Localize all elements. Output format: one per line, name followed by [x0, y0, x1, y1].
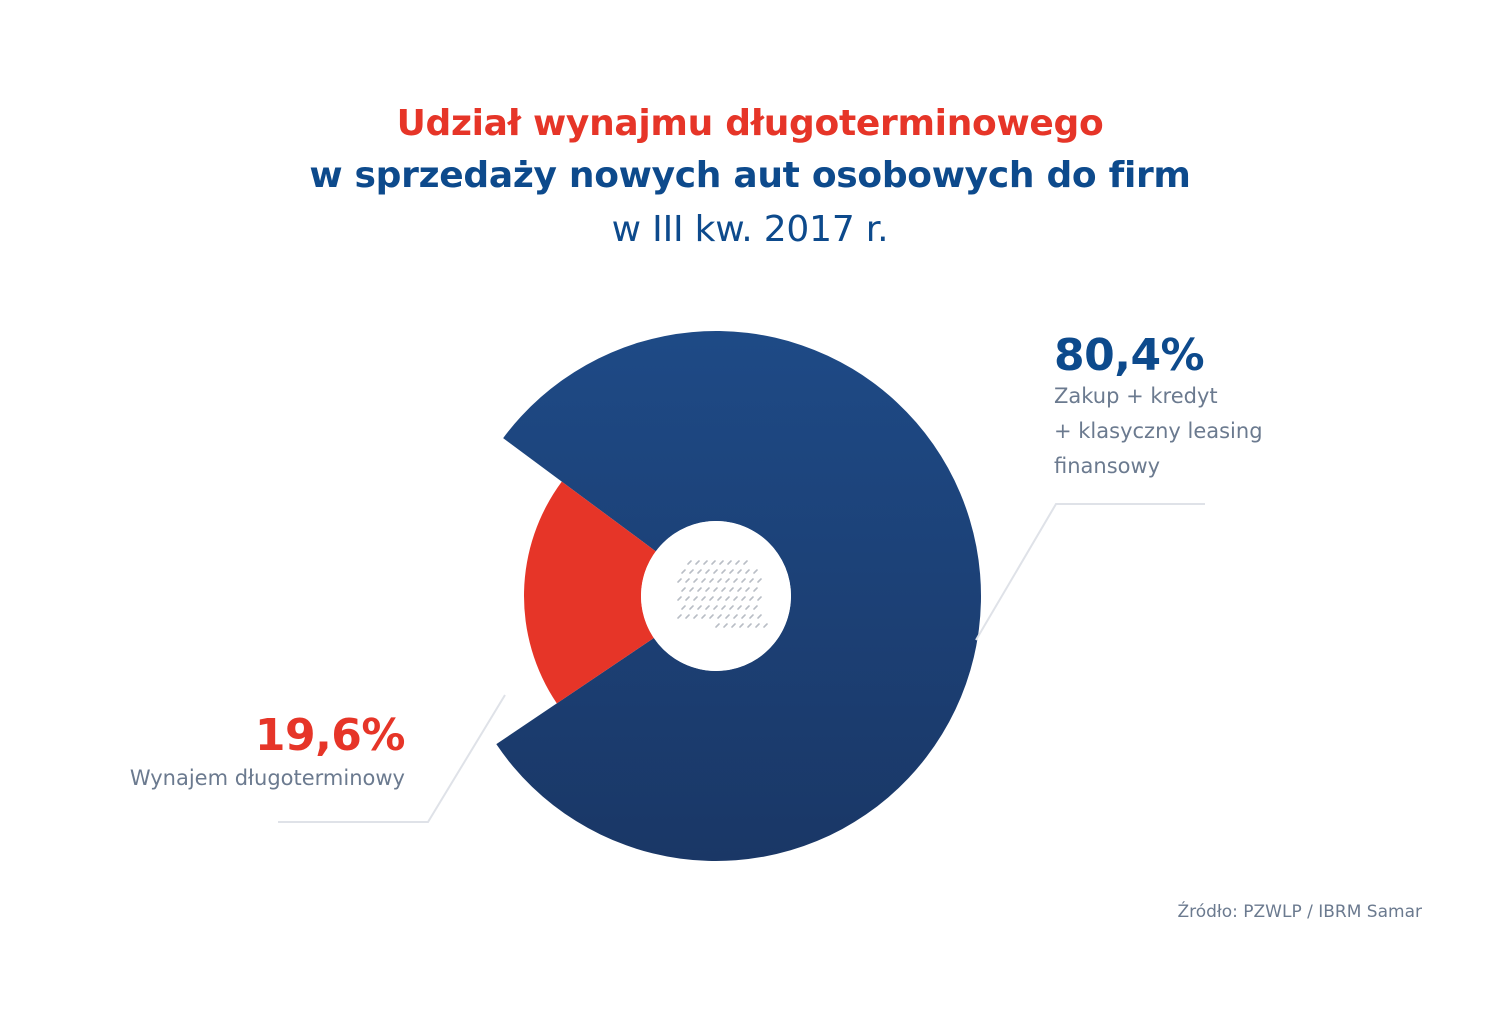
- donut-hole: [641, 521, 791, 671]
- leader-line-rental: [278, 694, 506, 823]
- chart-source: Źródło: PZWLP / IBRM Samar: [1177, 902, 1422, 922]
- leader-line-purchase: [975, 503, 1205, 641]
- slice-rental-description: Wynajem długoterminowy: [0, 761, 405, 796]
- chart-title-line-2: w sprzedaży nowych aut osobowych do firm: [309, 155, 1191, 196]
- chart-title-line-1: Udział wynajmu długoterminowego: [396, 103, 1104, 144]
- donut-slices: [496, 331, 982, 861]
- leader-lines: [278, 503, 1205, 823]
- slice-purchase: [496, 331, 982, 861]
- slice-purchase-description-line-3: finansowy: [1054, 454, 1161, 478]
- slice-purchase-description-line-2: + klasyczny leasing: [1054, 419, 1263, 443]
- chart-title-block: Udział wynajmu długoterminowego w sprzed…: [0, 98, 1500, 258]
- slice-rental: [523, 481, 656, 704]
- poland-map-icon: [677, 560, 768, 628]
- slice-purchase-percent: 80,4%: [1054, 330, 1205, 381]
- donut-center: [641, 521, 791, 671]
- slice-rental-description-line-1: Wynajem długoterminowy: [129, 766, 405, 790]
- slice-purchase-description: Zakup + kredyt + klasyczny leasing finan…: [1054, 379, 1354, 484]
- slice-purchase-description-line-1: Zakup + kredyt: [1054, 384, 1218, 408]
- slice-rental-percent: 19,6%: [254, 710, 406, 761]
- chart-subtitle: w III kw. 2017 r.: [611, 209, 889, 250]
